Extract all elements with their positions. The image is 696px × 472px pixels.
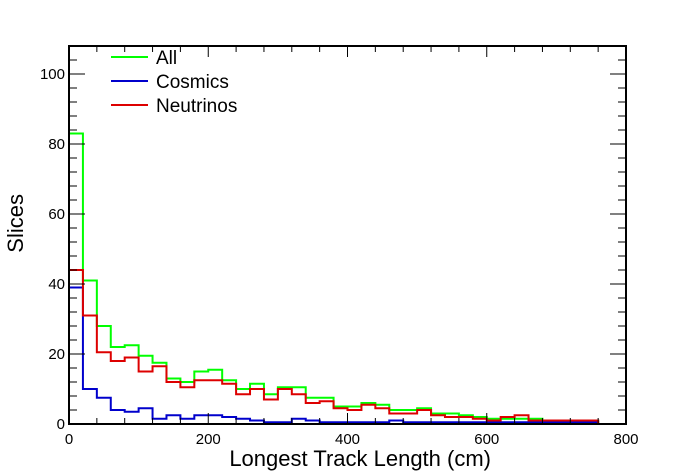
x-axis-title: Longest Track Length (cm) bbox=[229, 446, 491, 471]
y-tick-label: 0 bbox=[57, 416, 65, 433]
x-tick-label: 0 bbox=[65, 431, 73, 448]
legend-item-all: All bbox=[111, 48, 177, 69]
x-tick-label: 400 bbox=[335, 431, 360, 448]
y-tick-label: 20 bbox=[48, 346, 65, 363]
plot-series-group bbox=[68, 132, 626, 425]
x-tick-label: 600 bbox=[474, 431, 499, 448]
legend-item-cosmics: Cosmics bbox=[111, 72, 229, 93]
axis-ticks-group bbox=[68, 45, 627, 425]
legend-label: Neutrinos bbox=[156, 96, 237, 117]
y-tick-label: 40 bbox=[48, 276, 65, 293]
x-tick-label: 200 bbox=[196, 431, 221, 448]
series-line-neutrinos bbox=[68, 269, 626, 425]
y-tick-label: 60 bbox=[48, 206, 65, 223]
y-tick-label: 80 bbox=[48, 136, 65, 153]
y-tick-label: 100 bbox=[40, 66, 65, 83]
legend-label: Cosmics bbox=[156, 72, 229, 93]
y-axis-title: Slices bbox=[3, 194, 28, 253]
series-line-all bbox=[68, 132, 626, 425]
x-tick-label: 800 bbox=[613, 431, 638, 448]
legend-label: All bbox=[156, 48, 177, 69]
legend: All Cosmics Neutrinos bbox=[111, 48, 237, 117]
tick-labels-group: 0 200 400 600 800 0 20 40 60 80 100 bbox=[40, 66, 639, 448]
legend-item-neutrinos: Neutrinos bbox=[111, 96, 237, 117]
